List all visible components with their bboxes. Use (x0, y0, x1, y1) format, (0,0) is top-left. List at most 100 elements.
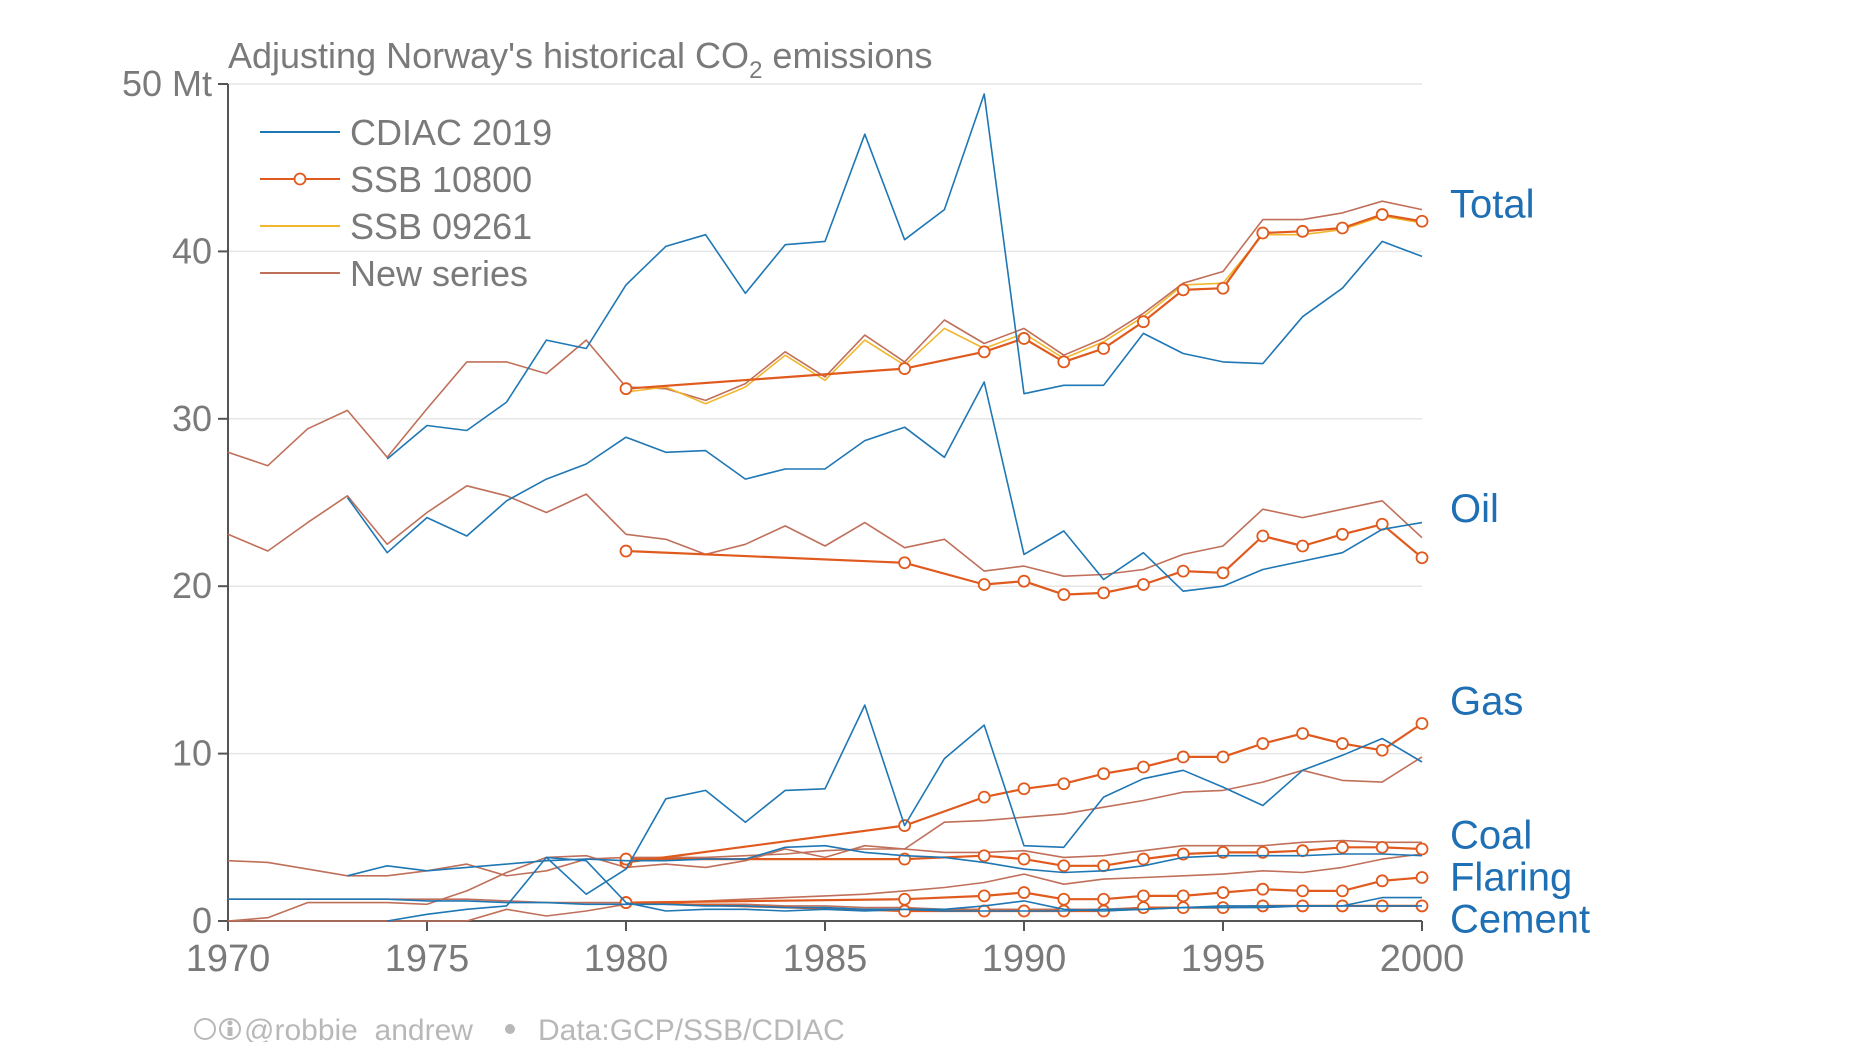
credit-separator-dot (505, 1024, 515, 1034)
flaring-ssb10800-line (625, 876, 1423, 904)
flaring-ssb10800-point (1176, 889, 1190, 903)
gas-ssb10800-point (1256, 737, 1270, 750)
oil-ssb10800-point (1256, 529, 1270, 543)
group-label-total: Total (1450, 183, 1535, 227)
gas-ssb10800-point (1336, 737, 1349, 750)
flaring-ssb10800-point (1336, 884, 1349, 898)
gas-ssb10800-point (1057, 777, 1071, 791)
gas-ssb10800-point (1137, 760, 1150, 774)
oil-new_series-line (227, 484, 1423, 578)
chart-title: Adjusting Norway's historical CO2 emissi… (228, 35, 932, 84)
total-ssb09261-line (625, 215, 1423, 405)
oil-ssb10800-point (1415, 551, 1429, 565)
total-ssb10800-point (1057, 355, 1071, 369)
gas-ssb10800-point (1375, 743, 1389, 757)
flaring-ssb10800-point (1017, 886, 1031, 899)
oil-ssb10800-point (1216, 566, 1230, 580)
axes: 0 10 20 30 40 50 Mt 1970 1975 1980 1985 1990 1995 20… (122, 63, 1464, 980)
credit-source: Data:GCP/SSB/CDIAC (538, 1014, 845, 1042)
gas-ssb10800-point (1176, 750, 1190, 764)
total-ssb10800-point (1296, 224, 1309, 238)
oil-ssb10800-line (625, 523, 1423, 596)
legend-label-cdiac: CDIAC 2019 (350, 112, 552, 153)
gas-ssb10800-point (977, 790, 991, 804)
y-tick-label-30: 30 (172, 398, 212, 439)
flaring-ssb10800-point (1097, 892, 1110, 906)
coal-ssb10800-point (1296, 844, 1309, 858)
oil-ssb10800-point (1097, 586, 1110, 600)
flaring-ssb10800-point (1296, 884, 1309, 898)
flaring-ssb10800-point (1375, 874, 1389, 888)
x-tick-label-1975: 1975 (385, 938, 470, 980)
flaring-ssb10800-point (1216, 886, 1230, 899)
y-tick-label-50: 50 Mt (122, 63, 212, 104)
coal-ssb10800-point (1375, 840, 1389, 854)
group-label-coal: Coal (1450, 814, 1532, 858)
flaring-ssb10800-point (977, 889, 991, 903)
total-ssb10800-point (619, 382, 633, 396)
gas-new_series-line (227, 756, 1423, 922)
total-cdiac-line (386, 93, 1423, 460)
cement-ssb10800-point (1137, 901, 1150, 915)
coal-ssb10800-point (1057, 859, 1071, 873)
cement-cdiac-line (228, 898, 1422, 912)
total-ssb10800-point (1415, 214, 1429, 228)
group-label-gas: Gas (1450, 680, 1523, 724)
total-ssb10800-point (1137, 315, 1150, 329)
total-new_series-line (227, 200, 1423, 467)
legend-marker-ssb10800 (293, 172, 307, 186)
gas-ssb10800-point (1415, 717, 1429, 730)
total-ssb10800-point (1256, 226, 1270, 240)
y-tick-label-20: 20 (172, 565, 212, 606)
gas-ssb10800-point (1017, 782, 1031, 796)
flaring-ssb10800-point (898, 892, 911, 906)
total-ssb10800-point (1097, 342, 1110, 355)
group-label-oil: Oil (1450, 487, 1499, 531)
oil-ssb10800-point (1137, 578, 1150, 591)
total-ssb10800-point (1375, 208, 1389, 221)
total-ssb10800-point (1216, 281, 1230, 295)
flaring-ssb10800-point (1256, 882, 1270, 896)
gas-ssb10800-point (1296, 727, 1309, 740)
coal-ssb10800-line (626, 846, 1423, 867)
group-label-flaring: Flaring (1450, 855, 1572, 899)
flaring-new_series-line (228, 853, 1423, 922)
legend-label-ssb10800: SSB 10800 (350, 159, 532, 200)
gas-ssb10800-point (1216, 750, 1230, 764)
oil-ssb10800-point (977, 578, 991, 591)
total-ssb10800-point (1336, 221, 1349, 235)
credit-line: @robbie_andrew Data:GCP/SSB/CDIAC (194, 1014, 845, 1042)
y-tick-label-40: 40 (172, 230, 212, 271)
flaring-ssb10800-point (1137, 889, 1150, 903)
legend: CDIAC 2019 SSB 10800 SSB 09261 New series (260, 112, 552, 294)
gas-ssb10800-point (1097, 767, 1110, 781)
oil-ssb10800-point (898, 556, 911, 570)
x-tick-label-1970: 1970 (186, 938, 271, 980)
x-tick-label-1985: 1985 (783, 938, 868, 980)
series-lines (227, 93, 1429, 922)
total-ssb10800-point (1017, 332, 1031, 345)
cc-license-icon (194, 1018, 241, 1040)
oil-ssb10800-point (1176, 564, 1190, 578)
x-tick-label-1980: 1980 (584, 938, 669, 980)
oil-ssb10800-point (1296, 539, 1309, 553)
coal-ssb10800-point (977, 849, 991, 863)
oil-ssb10800-point (619, 544, 633, 558)
oil-ssb10800-point (1017, 574, 1031, 588)
legend-label-ssb09261: SSB 09261 (350, 206, 532, 247)
credit-author: @robbie_andrew (244, 1014, 473, 1042)
oil-ssb10800-point (1336, 527, 1349, 541)
flaring-ssb10800-point (1415, 871, 1429, 884)
oil-cdiac-line (346, 381, 1423, 593)
y-tick-label-0: 0 (192, 900, 212, 941)
total-ssb10800-point (898, 362, 911, 375)
group-label-cement: Cement (1450, 897, 1590, 941)
total-ssb10800-point (1176, 283, 1190, 297)
coal-ssb10800-point (1017, 852, 1031, 866)
coal-ssb10800-point (1415, 842, 1429, 856)
gas-cdiac-line (545, 704, 1423, 896)
x-tick-label-2000: 2000 (1380, 938, 1465, 980)
coal-ssb10800-point (1336, 840, 1349, 854)
